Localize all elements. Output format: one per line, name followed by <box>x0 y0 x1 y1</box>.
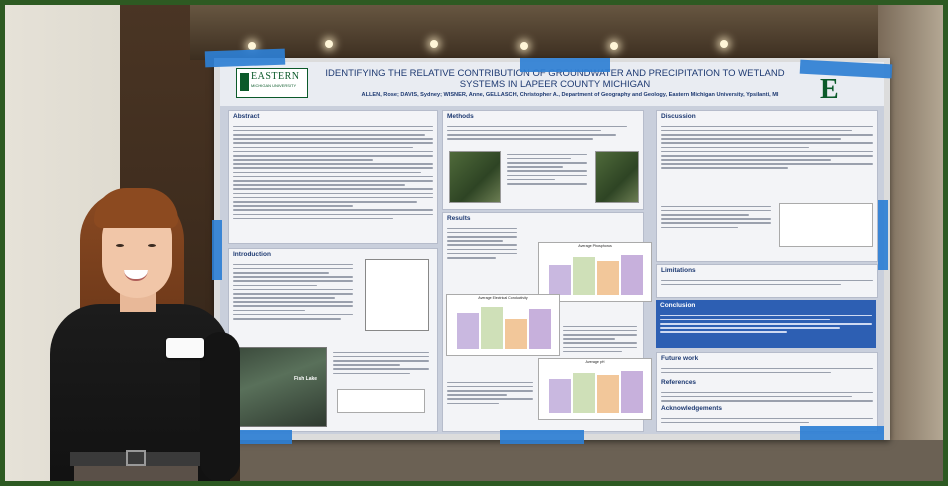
methods-text <box>447 123 639 142</box>
results-text-2 <box>563 323 637 355</box>
corner-letter: E <box>820 74 839 105</box>
discussion-heading: Discussion <box>661 113 696 120</box>
future-work-panel: Future work References Acknowledgements <box>656 352 878 432</box>
methods-heading: Methods <box>447 113 474 120</box>
conductivity-chart-title: Average Electrical Conductivity <box>478 296 528 300</box>
ceiling-light <box>430 40 438 48</box>
chart-bar <box>597 375 619 413</box>
limitations-text <box>661 277 873 288</box>
arm <box>200 332 240 482</box>
chart-bar <box>621 255 643 295</box>
references-heading: References <box>661 379 697 386</box>
abstract-panel: Abstract <box>228 110 438 244</box>
abstract-heading: Abstract <box>233 113 260 120</box>
chart-bar <box>505 319 527 349</box>
aerial-map: Fish Lake <box>233 347 327 427</box>
blue-tape <box>520 58 610 72</box>
presenter <box>30 182 250 486</box>
methods-panel: Methods <box>442 110 644 210</box>
logo-word: EASTERN <box>251 71 300 82</box>
acknowledgements-heading: Acknowledgements <box>661 405 723 412</box>
chart-bar <box>573 257 595 295</box>
smile <box>124 270 148 281</box>
ceiling-light <box>720 40 728 48</box>
belt <box>70 452 200 466</box>
abstract-text <box>233 123 433 222</box>
results-text-3 <box>447 379 533 407</box>
map-label: Fish Lake <box>294 376 318 382</box>
chart-bar <box>549 265 571 295</box>
poster-title-line2: SYSTEMS IN LAPEER COUNTY MICHIGAN <box>459 79 651 90</box>
logo-subtitle: MICHIGAN UNIVERSITY <box>251 83 297 88</box>
field-data-text <box>507 151 587 187</box>
university-logo: EASTERN MICHIGAN UNIVERSITY <box>236 68 308 98</box>
discussion-text <box>661 123 873 172</box>
map-legend <box>337 389 425 413</box>
results-heading: Results <box>447 215 471 222</box>
conclusion-panel: Conclusion <box>656 300 876 348</box>
limitations-heading: Limitations <box>661 267 696 274</box>
blue-tape <box>878 200 888 270</box>
discussion-text-2 <box>661 203 771 231</box>
conclusion-heading: Conclusion <box>660 302 696 309</box>
chart-bar <box>481 307 503 349</box>
phosphorus-chart: Average Phosphorus <box>538 242 652 302</box>
field-photo <box>449 151 501 203</box>
limitations-panel: Limitations <box>656 264 878 298</box>
future-work-heading: Future work <box>661 355 699 362</box>
ceiling-light <box>520 42 528 50</box>
poster-title: IDENTIFYING THE RELATIVE CONTRIBUTION OF… <box>320 68 790 90</box>
floor <box>240 440 948 486</box>
blue-tape <box>204 48 286 68</box>
future-work-text <box>661 365 873 376</box>
discussion-panel: Discussion <box>656 110 878 262</box>
introduction-heading: Introduction <box>233 251 271 258</box>
poster-title-line1: IDENTIFYING THE RELATIVE CONTRIBUTION OF… <box>325 68 785 79</box>
conclusion-text <box>660 312 872 336</box>
hair-top <box>94 188 178 228</box>
blue-tape <box>500 430 584 444</box>
chart-bar <box>457 313 479 349</box>
sampling-photo <box>595 151 639 203</box>
name-tag <box>166 338 204 358</box>
poster-authors: ALLEN, Rose; DAVIS, Sydney; WISNER, Anne… <box>361 92 779 98</box>
ceiling-light <box>325 40 333 48</box>
chart-bar <box>573 373 595 413</box>
cross-section-diagram <box>779 203 873 247</box>
display-case-top <box>190 0 948 60</box>
blue-tape <box>800 426 884 440</box>
chart-bar <box>549 379 571 413</box>
conductivity-chart: Average Electrical Conductivity <box>446 294 560 356</box>
logo-mark-icon <box>240 73 249 91</box>
chart-bar <box>597 261 619 295</box>
research-poster: EASTERN MICHIGAN UNIVERSITY IDENTIFYING … <box>220 62 884 434</box>
phosphorus-chart-title: Average Phosphorus <box>578 244 612 248</box>
ceiling-light <box>610 42 618 50</box>
chart-bar <box>529 309 551 349</box>
introduction-panel: Introduction Fish Lake <box>228 248 438 432</box>
references-text <box>661 389 873 404</box>
objective-text <box>333 349 429 377</box>
ph-chart-title: Average pH <box>585 360 605 364</box>
ph-chart: Average pH <box>538 358 652 420</box>
results-text-1 <box>447 225 517 261</box>
blue-tape <box>212 220 222 280</box>
acknowledgements-text <box>661 415 873 426</box>
eye <box>116 244 124 247</box>
introduction-text <box>233 261 353 322</box>
chart-bar <box>621 371 643 413</box>
michigan-map <box>365 259 429 331</box>
eye <box>148 244 156 247</box>
ceiling-light <box>248 42 256 50</box>
belt-buckle <box>126 450 146 466</box>
skirt <box>74 466 198 486</box>
